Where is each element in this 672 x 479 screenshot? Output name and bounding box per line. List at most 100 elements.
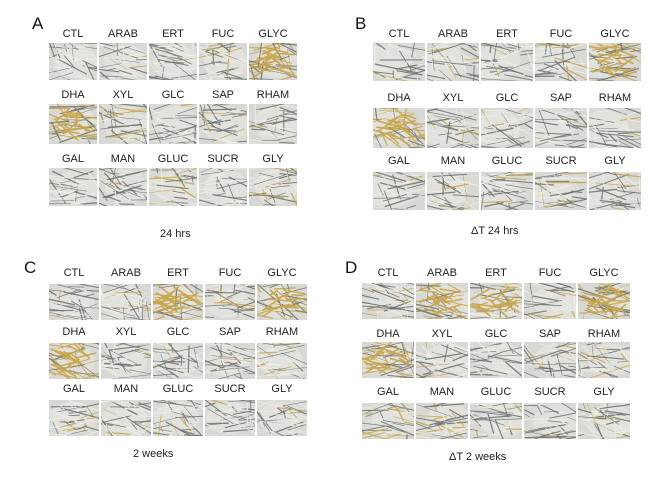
sample-photo [149, 168, 197, 206]
sample-label: ARAB [111, 267, 141, 279]
sample-label: GLC [484, 328, 508, 340]
sample-label: ERT [162, 28, 184, 40]
sample-label: ARAB [438, 28, 468, 40]
sample-photo [205, 343, 255, 379]
sample-label: XYL [442, 92, 464, 104]
sample-photo [535, 43, 587, 81]
sample-label: MAN [110, 153, 136, 165]
sample-photo [199, 104, 247, 144]
sample-photo [257, 343, 307, 379]
sample-label: GLYC [258, 28, 288, 40]
sample-photo [205, 284, 255, 320]
sample-label: CTL [388, 28, 410, 40]
sample-label: ARAB [108, 28, 138, 40]
sample-label: GLUC [162, 383, 194, 395]
sample-photo [416, 403, 468, 439]
sample-photo [257, 284, 307, 320]
sample-photo [257, 400, 307, 436]
sample-photo [99, 168, 147, 206]
sample-label: GLY [604, 155, 626, 167]
sample-photo [249, 168, 297, 206]
sample-label: GAL [62, 383, 85, 395]
sample-photo [205, 400, 255, 436]
sample-photo [427, 43, 479, 81]
sample-photo [49, 284, 99, 320]
sample-label: SAP [549, 92, 572, 104]
sample-photo [99, 43, 147, 80]
sample-label: RHAM [256, 89, 290, 101]
sample-photo [481, 43, 533, 81]
sample-photo [427, 108, 479, 148]
sample-photo [101, 343, 151, 379]
sample-photo [249, 43, 297, 80]
sample-photo [535, 108, 587, 148]
sample-label: FUC [538, 267, 562, 279]
sample-label: SUCR [545, 155, 577, 167]
sample-photo [578, 283, 630, 319]
panel-letter: D [345, 258, 358, 277]
sample-label: DHA [387, 92, 411, 104]
sample-photo [149, 43, 197, 80]
sample-label: FUC [549, 28, 573, 40]
sample-label: SUCR [534, 386, 566, 398]
sample-label: GLC [161, 89, 185, 101]
sample-photo [416, 283, 468, 319]
sample-photo [49, 43, 97, 80]
panel-caption: ΔT 2 weeks [449, 451, 507, 463]
sample-label: DHA [61, 89, 85, 101]
sample-label: SAP [218, 326, 241, 338]
sample-photo [362, 403, 414, 439]
sample-photo [524, 342, 576, 378]
sample-label: XYL [115, 326, 137, 338]
sample-photo [589, 43, 641, 81]
sample-label: GAL [387, 155, 410, 167]
panel-caption: ΔT 24 hrs [471, 225, 519, 237]
sample-photo [578, 342, 630, 378]
sample-photo [49, 400, 99, 436]
sample-label: GLUC [480, 386, 512, 398]
sample-label: SUCR [214, 383, 246, 395]
sample-photo [470, 283, 522, 319]
sample-label: SAP [538, 328, 561, 340]
sample-photo [524, 283, 576, 319]
sample-photo [153, 343, 203, 379]
sample-label: GLY [271, 383, 293, 395]
sample-label: SAP [211, 89, 234, 101]
sample-photo [101, 400, 151, 436]
sample-photo [199, 43, 247, 80]
sample-photo [199, 168, 247, 206]
panel-letter: A [32, 14, 44, 33]
sample-label: CTL [62, 28, 84, 40]
sample-photo [470, 342, 522, 378]
sample-label: GLC [166, 326, 190, 338]
sample-label: GLYC [267, 267, 297, 279]
sample-photo [578, 403, 630, 439]
sample-label: SUCR [207, 153, 239, 165]
sample-photo [153, 284, 203, 320]
sample-photo [373, 172, 425, 210]
sample-label: ERT [485, 267, 507, 279]
sample-label: ERT [167, 267, 189, 279]
panel-caption: 24 hrs [160, 228, 191, 240]
sample-photo [99, 104, 147, 144]
sample-label: GLYC [589, 267, 619, 279]
sample-photo [249, 104, 297, 144]
sample-label: RHAM [587, 328, 621, 340]
sample-photo [481, 108, 533, 148]
sample-photo [49, 168, 97, 206]
sample-photo [524, 403, 576, 439]
sample-photo [535, 172, 587, 210]
sample-label: FUC [218, 267, 242, 279]
sample-label: GAL [376, 386, 399, 398]
sample-label: CTL [63, 267, 85, 279]
sample-photo [427, 172, 479, 210]
sample-photo [153, 400, 203, 436]
sample-label: CTL [377, 267, 399, 279]
sample-photo [373, 43, 425, 81]
sample-label: XYL [112, 89, 134, 101]
sample-photo [49, 104, 97, 144]
sample-label: GLYC [600, 28, 630, 40]
sample-photo [373, 108, 425, 148]
sample-label: DHA [62, 326, 86, 338]
sample-photo [416, 342, 468, 378]
